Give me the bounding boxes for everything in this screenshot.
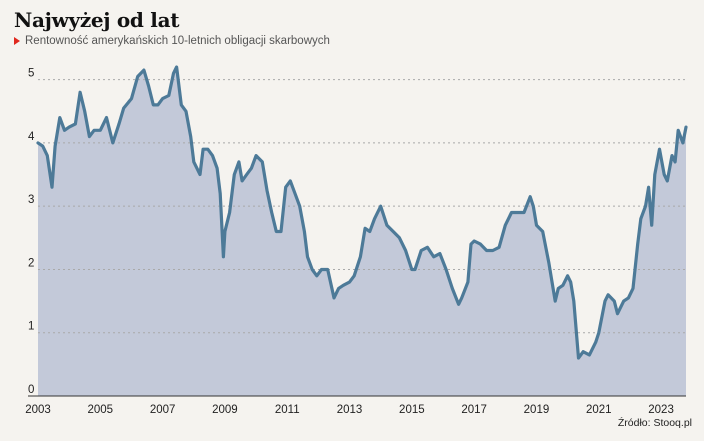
x-tick-label: 2011 [275, 404, 300, 416]
triangle-marker-icon [14, 37, 20, 45]
y-tick-label: 4 [28, 131, 35, 143]
x-tick-label: 2009 [212, 404, 238, 416]
x-tick-label: 2007 [150, 404, 176, 416]
chart-title: Najwyżej od lat [14, 8, 180, 32]
y-tick-label: 3 [28, 194, 34, 206]
source-note: Źródło: Stooq.pl [617, 417, 692, 429]
x-tick-label: 2023 [648, 404, 674, 416]
chart-subtitle: Rentowność amerykańskich 10-letnich obli… [14, 35, 330, 47]
chart-subtitle-text: Rentowność amerykańskich 10-letnich obli… [25, 35, 330, 47]
x-tick-label: 2005 [88, 404, 114, 416]
x-tick-label: 2015 [399, 404, 425, 416]
y-tick-label: 1 [28, 321, 34, 333]
x-tick-label: 2017 [461, 404, 487, 416]
x-tick-label: 2021 [586, 404, 612, 416]
x-tick-label: 2019 [524, 404, 550, 416]
y-tick-label: 2 [28, 257, 34, 269]
x-tick-label: 2013 [337, 404, 363, 416]
x-tick-label: 2003 [25, 404, 51, 416]
yield-line [36, 65, 688, 360]
yield-area [38, 67, 686, 396]
y-tick-label: 0 [28, 384, 34, 396]
y-tick-label: 5 [28, 68, 34, 80]
